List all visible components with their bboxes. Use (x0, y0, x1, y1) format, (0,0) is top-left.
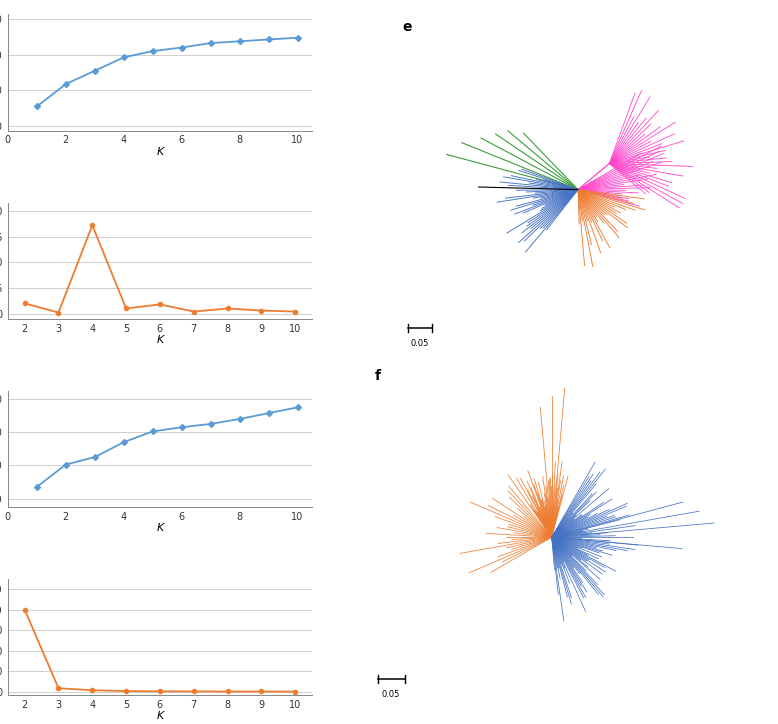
Text: 0.05: 0.05 (411, 339, 429, 348)
X-axis label: K: K (156, 147, 163, 157)
Text: e: e (403, 20, 412, 34)
Text: f: f (375, 369, 380, 382)
Text: 0.05: 0.05 (382, 689, 401, 699)
X-axis label: K: K (156, 335, 163, 345)
X-axis label: K: K (156, 711, 163, 721)
X-axis label: K: K (156, 523, 163, 533)
